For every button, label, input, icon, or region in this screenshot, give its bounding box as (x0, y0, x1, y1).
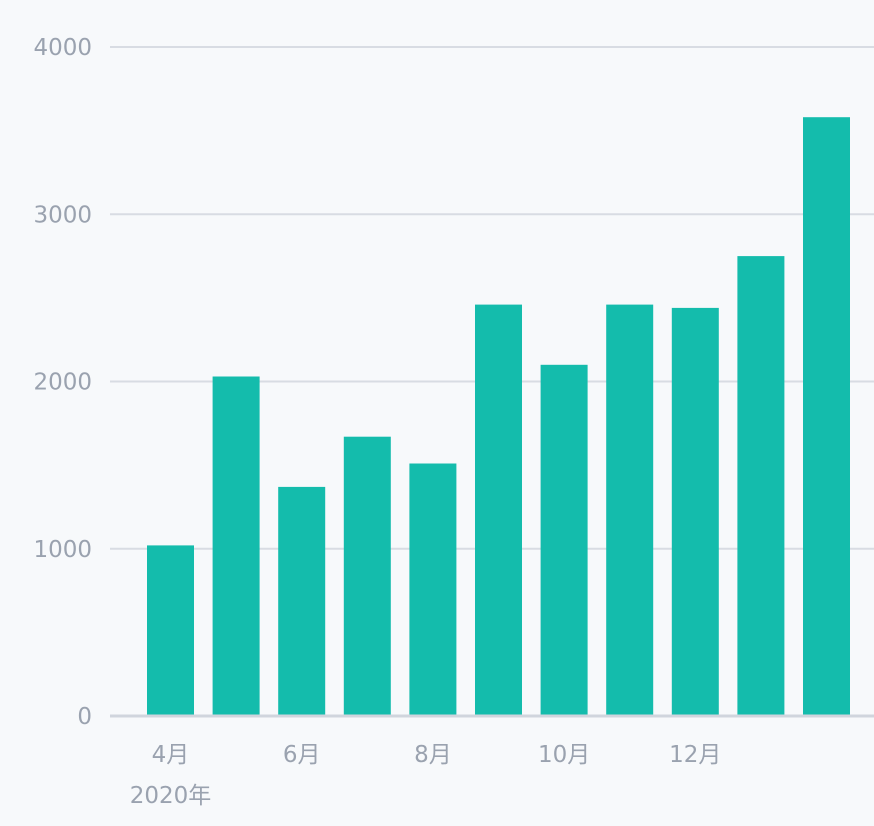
bar[interactable] (540, 364, 588, 716)
bar[interactable] (737, 256, 785, 716)
bar[interactable] (671, 307, 719, 716)
bar[interactable] (278, 486, 326, 716)
y-tick-label: 4000 (33, 35, 92, 61)
bar[interactable] (475, 304, 522, 716)
x-tick-label: 12月 (669, 742, 721, 768)
x-axis-year-label: 2020年 (130, 783, 212, 809)
bar[interactable] (343, 436, 391, 716)
y-tick-label: 2000 (33, 370, 92, 396)
x-axis-tick-labels: 4月 6月 8月 10月 12月 (152, 742, 722, 768)
bar[interactable] (606, 304, 654, 716)
x-tick-label: 10月 (538, 742, 590, 768)
bar[interactable] (147, 545, 194, 716)
x-tick-label: 4月 (152, 742, 190, 768)
y-tick-label: 3000 (33, 202, 92, 228)
bar[interactable] (212, 376, 260, 717)
x-tick-label: 6月 (283, 742, 321, 768)
bar[interactable] (803, 117, 850, 716)
y-tick-label: 1000 (33, 537, 92, 563)
bars (147, 117, 850, 716)
bar[interactable] (409, 463, 457, 717)
y-tick-label: 0 (77, 704, 92, 730)
x-tick-label: 8月 (414, 742, 452, 768)
y-axis-tick-labels: 0 1000 2000 3000 4000 (33, 35, 92, 730)
